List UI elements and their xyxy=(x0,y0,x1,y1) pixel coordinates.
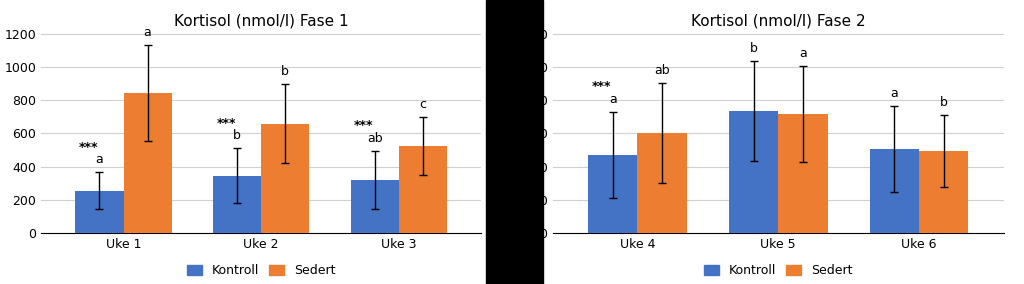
Text: b: b xyxy=(750,42,758,55)
Bar xyxy=(637,133,687,233)
Legend: Kontroll, Sedert: Kontroll, Sedert xyxy=(181,259,341,282)
Text: b: b xyxy=(282,65,289,78)
Text: ***: *** xyxy=(216,116,236,130)
Text: a: a xyxy=(143,26,152,39)
Text: ***: *** xyxy=(354,119,374,132)
Title: Kortisol (nmol/l) Fase 1: Kortisol (nmol/l) Fase 1 xyxy=(174,14,348,29)
Title: Kortisol (nmol/l) Fase 2: Kortisol (nmol/l) Fase 2 xyxy=(691,14,865,29)
Text: ab: ab xyxy=(367,132,382,145)
Text: ***: *** xyxy=(592,80,611,93)
Bar xyxy=(920,151,969,233)
Text: b: b xyxy=(940,96,947,109)
Text: ab: ab xyxy=(654,64,670,77)
Text: a: a xyxy=(799,47,807,60)
Bar xyxy=(398,146,446,233)
Bar xyxy=(350,180,398,233)
Text: a: a xyxy=(95,153,103,166)
Bar xyxy=(213,176,261,233)
Bar xyxy=(869,149,920,233)
Text: a: a xyxy=(609,93,616,106)
Legend: Kontroll, Sedert: Kontroll, Sedert xyxy=(698,259,858,282)
Bar xyxy=(729,111,778,233)
Bar xyxy=(261,124,309,233)
Bar xyxy=(76,191,124,233)
Text: a: a xyxy=(891,87,898,100)
Text: b: b xyxy=(233,130,241,143)
Bar xyxy=(588,155,637,233)
Bar xyxy=(124,93,172,233)
Text: c: c xyxy=(419,98,426,111)
Text: ***: *** xyxy=(79,141,98,154)
Bar xyxy=(778,114,827,233)
